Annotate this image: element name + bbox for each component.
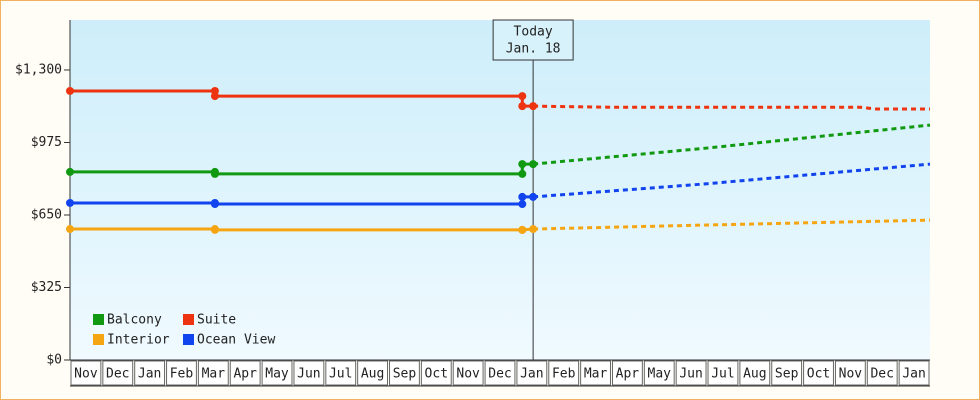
point <box>66 167 74 176</box>
legend-label: Ocean View <box>197 333 275 348</box>
x-tick-label: May <box>265 367 289 382</box>
x-tick-cell <box>452 360 484 386</box>
point <box>529 192 538 201</box>
point <box>518 169 527 178</box>
y-tick-label: $325 <box>31 280 62 295</box>
x-tick-label: Dec <box>870 367 893 382</box>
today-label: Today <box>514 25 553 40</box>
x-tick-label: Nov <box>839 367 863 382</box>
x-tick-cell <box>898 360 930 386</box>
legend-label: Suite <box>197 313 236 328</box>
point <box>529 160 538 169</box>
x-tick-cell <box>229 360 261 386</box>
x-tick-label: Sep <box>393 367 417 382</box>
legend-label: Balcony <box>107 313 162 328</box>
x-tick-label: Oct <box>425 367 448 382</box>
x-tick-label: Feb <box>552 367 576 382</box>
legend-swatch <box>93 314 104 325</box>
x-tick-cell <box>293 360 325 386</box>
point <box>66 225 74 234</box>
x-tick-cell <box>803 360 834 386</box>
x-tick-label: Jun <box>297 367 320 382</box>
x-tick-cell <box>739 360 771 386</box>
x-tick-label: Dec <box>106 367 129 382</box>
plot-area <box>70 20 930 360</box>
x-tick-cell <box>643 360 675 386</box>
x-tick-label: Jan <box>520 367 543 382</box>
x-tick-cell <box>834 360 866 386</box>
y-tick-label: $650 <box>31 207 62 222</box>
x-tick-cell <box>325 360 357 386</box>
x-tick-label: Sep <box>775 367 799 382</box>
forecast-line <box>532 123 931 166</box>
x-tick-cell <box>611 360 643 386</box>
x-tick-cell <box>197 360 229 386</box>
legend-swatch <box>183 314 194 325</box>
forecast-line <box>533 104 930 111</box>
point <box>518 160 527 169</box>
point <box>210 200 219 209</box>
x-tick-label: Jul <box>711 367 734 382</box>
point <box>66 198 74 207</box>
x-tick-label: Feb <box>170 367 194 382</box>
x-tick-cell <box>580 360 611 386</box>
x-tick-label: Aug <box>361 367 384 382</box>
x-tick-label: Nov <box>74 367 98 382</box>
x-tick-cell <box>70 360 102 386</box>
x-tick-label: Mar <box>584 367 608 382</box>
y-tick-label: $975 <box>31 135 62 150</box>
x-tick-label: Aug <box>743 367 766 382</box>
x-tick-label: Jun <box>679 367 702 382</box>
x-tick-label: Jan <box>902 367 925 382</box>
point <box>529 225 538 234</box>
point <box>529 102 538 111</box>
x-tick-cell <box>866 360 898 386</box>
today-date: Jan. 18 <box>506 42 561 57</box>
point <box>518 102 527 111</box>
legend-label: Interior <box>107 333 170 348</box>
x-tick-cell <box>389 360 420 386</box>
x-tick-label: Nov <box>456 367 480 382</box>
point <box>518 92 527 101</box>
x-tick-label: Apr <box>616 367 640 382</box>
point <box>518 200 527 209</box>
x-tick-cell <box>548 360 580 386</box>
x-tick-cell <box>166 360 197 386</box>
x-tick-cell <box>357 360 389 386</box>
x-tick-label: Oct <box>807 367 830 382</box>
today-box <box>492 19 574 61</box>
x-tick-label: Dec <box>488 367 511 382</box>
point <box>518 225 527 234</box>
point <box>66 86 74 95</box>
x-tick-cell <box>134 360 166 386</box>
x-tick-label: Jul <box>329 367 352 382</box>
forecast-line <box>533 218 931 231</box>
x-tick-cell <box>516 360 548 386</box>
point <box>518 192 527 201</box>
x-tick-cell <box>484 360 516 386</box>
x-tick-label: Jan <box>138 367 161 382</box>
x-tick-cell <box>102 360 134 386</box>
point <box>210 92 219 101</box>
legend-swatch <box>93 334 104 345</box>
history-line <box>70 227 534 232</box>
y-tick-label: $1,300 <box>15 62 62 77</box>
y-tick-label: $0 <box>46 353 62 368</box>
point <box>210 169 219 178</box>
legend-swatch <box>183 334 194 345</box>
x-tick-cell <box>261 360 293 386</box>
x-tick-cell <box>771 360 803 386</box>
forecast-line <box>533 162 931 199</box>
x-tick-label: Apr <box>233 367 257 382</box>
point <box>210 225 219 234</box>
x-tick-cell <box>707 360 739 386</box>
x-tick-label: May <box>648 367 672 382</box>
x-tick-cell <box>420 360 452 386</box>
x-tick-cell <box>675 360 707 386</box>
x-tick-label: Mar <box>202 367 226 382</box>
